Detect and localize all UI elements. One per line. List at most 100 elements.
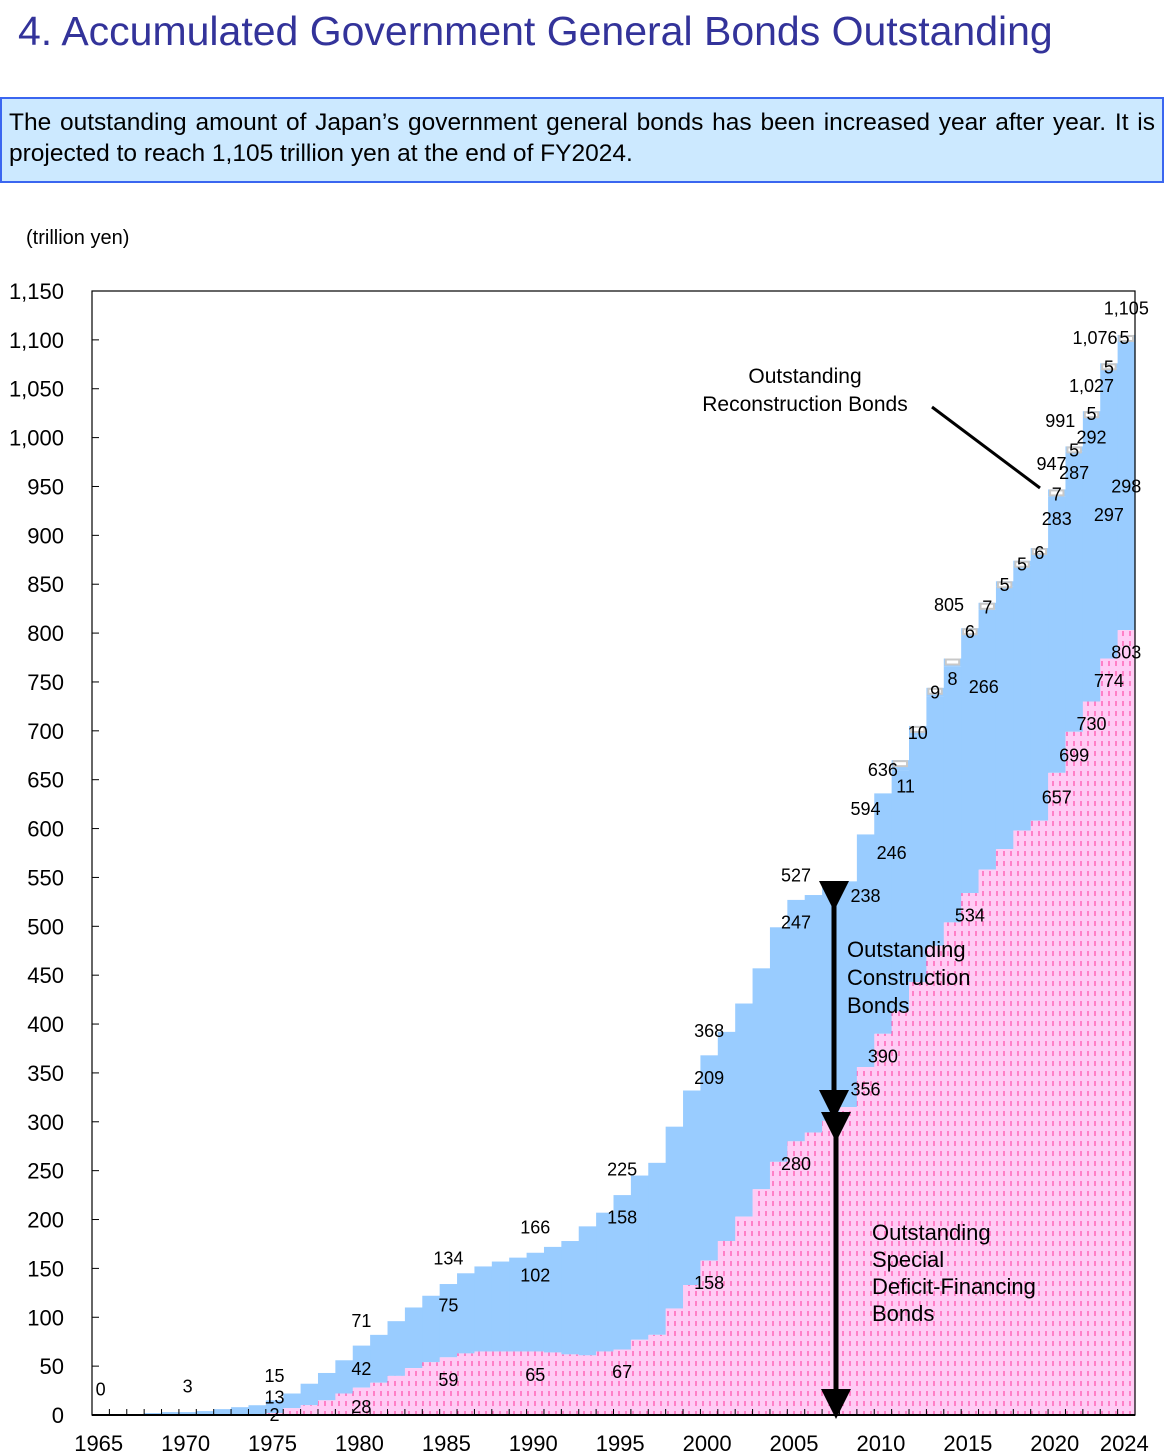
construction-bond-bar bbox=[161, 1412, 180, 1415]
deficit-bond-bar bbox=[874, 1033, 893, 1415]
data-label: 246 bbox=[877, 843, 907, 863]
deficit-bond-bar bbox=[474, 1351, 493, 1415]
x-tick-label: 2024 bbox=[1100, 1431, 1149, 1456]
y-tick-label: 800 bbox=[27, 621, 64, 646]
deficit-bond-bar bbox=[961, 893, 980, 1415]
reconstruction-bond-bar bbox=[927, 687, 943, 695]
deficit-bonds-annotation: Outstanding bbox=[872, 1220, 991, 1245]
data-label: 991 bbox=[1045, 411, 1075, 431]
y-tick-label: 750 bbox=[27, 670, 64, 695]
construction-bond-bar bbox=[1117, 339, 1136, 631]
y-tick-label: 200 bbox=[27, 1208, 64, 1233]
deficit-bond-bar bbox=[335, 1393, 354, 1415]
deficit-bonds-annotation: Deficit-Financing bbox=[872, 1274, 1036, 1299]
construction-bond-bar bbox=[491, 1261, 510, 1352]
y-tick-label: 900 bbox=[27, 523, 64, 548]
y-tick-label: 50 bbox=[40, 1354, 64, 1379]
deficit-bonds-annotation: Special bbox=[872, 1247, 944, 1272]
deficit-bond-bar bbox=[439, 1357, 458, 1415]
reconstruction-bond-bar bbox=[962, 628, 978, 636]
deficit-bond-bar bbox=[317, 1400, 336, 1415]
y-tick-label: 700 bbox=[27, 719, 64, 744]
deficit-bond-bar bbox=[839, 1107, 858, 1415]
deficit-bond-bar bbox=[596, 1351, 615, 1415]
y-tick-label: 850 bbox=[27, 572, 64, 597]
deficit-bond-bar bbox=[509, 1351, 528, 1415]
deficit-bond-bar bbox=[578, 1355, 597, 1415]
construction-bond-bar bbox=[439, 1284, 458, 1358]
y-tick-label: 100 bbox=[27, 1305, 64, 1330]
construction-bond-bar bbox=[248, 1405, 267, 1415]
deficit-bond-bar bbox=[387, 1375, 406, 1415]
data-label: 730 bbox=[1077, 714, 1107, 734]
data-label: 238 bbox=[851, 886, 881, 906]
deficit-bond-bar bbox=[1100, 658, 1119, 1415]
data-label: 657 bbox=[1042, 787, 1072, 807]
data-label: 5 bbox=[1104, 357, 1114, 377]
deficit-bond-bar bbox=[891, 1011, 910, 1415]
data-label: 28 bbox=[351, 1397, 371, 1417]
construction-bond-bar bbox=[613, 1195, 632, 1350]
data-label: 71 bbox=[351, 1311, 371, 1331]
y-tick-label: 450 bbox=[27, 963, 64, 988]
construction-bond-bar bbox=[457, 1273, 476, 1354]
x-tick-label: 1985 bbox=[422, 1431, 471, 1456]
y-tick-label: 550 bbox=[27, 865, 64, 890]
data-label: 594 bbox=[851, 799, 881, 819]
data-label: 102 bbox=[520, 1265, 550, 1285]
y-tick-label: 1,150 bbox=[9, 279, 64, 304]
deficit-bond-bar bbox=[283, 1408, 302, 1415]
y-tick-label: 1,050 bbox=[9, 377, 64, 402]
construction-bond-bar bbox=[926, 696, 945, 946]
data-label: 266 bbox=[969, 677, 999, 697]
reconstruction-bond-bar bbox=[910, 725, 926, 733]
y-tick-label: 600 bbox=[27, 817, 64, 842]
y-tick-label: 350 bbox=[27, 1061, 64, 1086]
deficit-bond-bar bbox=[995, 849, 1014, 1415]
reconstruction-bond-bar bbox=[979, 602, 995, 610]
data-label: 158 bbox=[694, 1273, 724, 1293]
reconstruction-bond-bar bbox=[944, 658, 961, 666]
data-label: 13 bbox=[265, 1387, 285, 1407]
data-label: 803 bbox=[1111, 643, 1141, 663]
construction-bond-bar bbox=[387, 1321, 406, 1376]
y-tick-label: 1,100 bbox=[9, 328, 64, 353]
data-label: 209 bbox=[694, 1068, 724, 1088]
construction-bond-bar bbox=[422, 1295, 441, 1363]
x-tick-label: 2020 bbox=[1030, 1431, 1079, 1456]
data-label: 298 bbox=[1111, 477, 1141, 497]
data-label: 947 bbox=[1037, 454, 1067, 474]
deficit-bond-bar bbox=[630, 1339, 649, 1415]
construction-bond-bar bbox=[213, 1409, 232, 1415]
deficit-bond-bar bbox=[665, 1308, 684, 1415]
x-tick-label: 2000 bbox=[683, 1431, 732, 1456]
construction-bond-bar bbox=[1065, 451, 1084, 732]
data-label: 134 bbox=[433, 1249, 463, 1269]
x-tick-label: 2015 bbox=[943, 1431, 992, 1456]
data-label: 636 bbox=[868, 760, 898, 780]
construction-bond-bar bbox=[1048, 496, 1067, 773]
x-tick-label: 1990 bbox=[509, 1431, 558, 1456]
data-label: 297 bbox=[1094, 505, 1124, 525]
data-label: 534 bbox=[955, 906, 985, 926]
data-label: 7 bbox=[1052, 484, 1062, 504]
data-label: 3 bbox=[183, 1377, 193, 1397]
construction-bond-bar bbox=[874, 793, 893, 1034]
construction-bond-bar bbox=[909, 735, 927, 983]
construction-bond-bar bbox=[370, 1334, 389, 1383]
data-label: 15 bbox=[265, 1366, 285, 1386]
deficit-bond-bar bbox=[561, 1354, 580, 1415]
construction-bond-bar bbox=[856, 834, 875, 1068]
construction-bond-bar bbox=[300, 1383, 319, 1406]
deficit-bond-bar bbox=[856, 1067, 875, 1415]
construction-bond-bar bbox=[735, 1003, 754, 1217]
data-label: 166 bbox=[520, 1217, 550, 1237]
construction-bonds-annotation: Construction bbox=[847, 965, 971, 990]
reconstruction-bond-bar bbox=[1049, 489, 1065, 497]
data-label: 67 bbox=[612, 1362, 632, 1382]
construction-bond-bar bbox=[665, 1126, 684, 1309]
page-title: 4. Accumulated Government General Bonds … bbox=[18, 8, 1053, 54]
construction-bond-bar bbox=[648, 1162, 667, 1335]
x-tick-label: 2010 bbox=[856, 1431, 905, 1456]
